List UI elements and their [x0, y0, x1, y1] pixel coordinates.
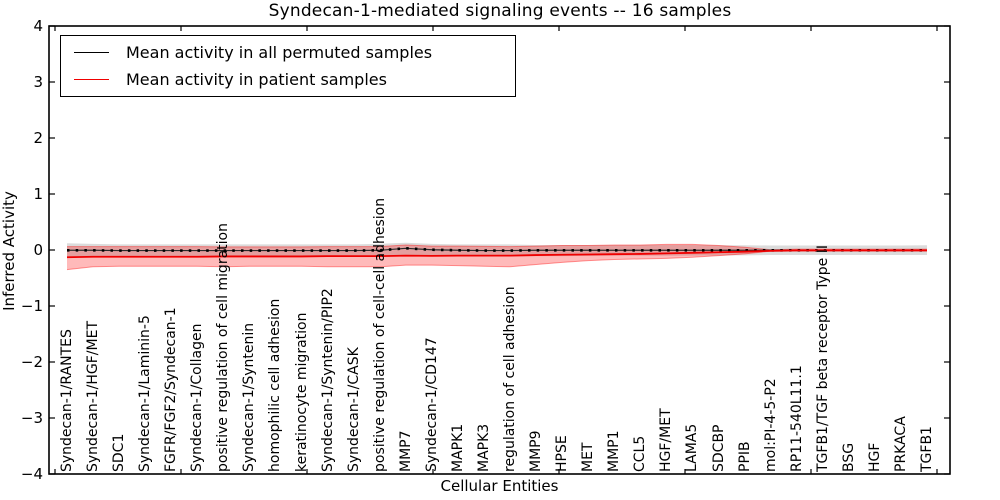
legend-label-permuted: Mean activity in all permuted samples	[126, 43, 433, 62]
legend-line-black-icon	[74, 52, 109, 53]
legend-row-patient: Mean activity in patient samples	[61, 66, 515, 93]
x-tick-label: Syndecan-1/Collagen	[189, 323, 206, 472]
y-tick-label: 3	[33, 73, 43, 91]
x-tick-label: PPIB	[736, 441, 753, 472]
x-tick-label: Syndecan-1/CASK	[345, 347, 362, 472]
x-tick-label: positive regulation of cell-cell adhesio…	[371, 197, 388, 472]
x-tick-label: regulation of cell adhesion	[502, 286, 519, 472]
x-tick-label: Syndecan-1/RANTES	[59, 329, 75, 472]
x-tick-label: MMP7	[397, 430, 414, 472]
x-axis-title: Cellular Entities	[440, 477, 559, 495]
x-tick-label: HGF	[866, 442, 883, 472]
x-tick-label: positive regulation of cell migration	[215, 223, 232, 472]
x-tick-label: mol:PI-4-5-P2	[762, 378, 779, 472]
y-tick-label: −3	[20, 409, 43, 427]
x-tick-label: SDCBP	[710, 424, 727, 473]
legend: Mean activity in all permuted samples Me…	[60, 35, 516, 97]
x-tick-label: PRKACA	[892, 416, 909, 472]
x-tick-label: MMP9	[528, 430, 545, 472]
legend-line-red-icon	[74, 79, 109, 80]
chart-title: Syndecan-1-mediated signaling events -- …	[268, 1, 732, 21]
y-axis-title: Inferred Activity	[0, 191, 18, 311]
x-tick-label: LAMA5	[684, 423, 701, 472]
x-tick-label: TGFB1/TGF beta receptor Type II	[814, 245, 831, 472]
x-tick-label: RP11-540L11.1	[788, 365, 805, 472]
y-tick-label: 2	[33, 129, 43, 147]
y-tick-label: −2	[20, 353, 43, 371]
y-tick-label: 1	[33, 185, 43, 203]
x-tick-label: HPSE	[554, 435, 571, 472]
x-tick-label: CCL5	[632, 435, 649, 472]
x-tick-label: MAPK1	[449, 423, 466, 472]
x-tick-label: FGFR/FGF2/Syndecan-1	[163, 307, 180, 472]
x-tick-label: Syndecan-1/Laminin-5	[137, 315, 154, 472]
x-tick-label: HGF/MET	[658, 408, 675, 472]
y-tick-label: −4	[20, 465, 43, 483]
x-tick-label: MAPK3	[475, 423, 492, 472]
x-tick-label: TGFB1	[919, 426, 935, 472]
x-tick-label: SDC1	[111, 433, 128, 472]
x-tick-label: MMP1	[606, 430, 623, 472]
x-tick-label: Syndecan-1/Syntenin	[241, 322, 258, 472]
y-tick-label: 0	[33, 241, 43, 259]
x-tick-label: Syndecan-1/Syntenin/PIP2	[319, 288, 336, 472]
x-tick-label: homophilic cell adhesion	[267, 298, 284, 472]
x-tick-label: BSG	[840, 442, 857, 472]
y-tick-label: −1	[20, 297, 43, 315]
x-tick-label: keratinocyte migration	[293, 312, 310, 472]
y-tick-label: 4	[33, 17, 43, 35]
x-tick-label: Syndecan-1/HGF/MET	[85, 321, 102, 472]
legend-row-permuted: Mean activity in all permuted samples	[61, 39, 515, 66]
x-tick-label: MET	[580, 442, 597, 472]
legend-label-patient: Mean activity in patient samples	[126, 70, 387, 89]
x-tick-label: Syndecan-1/CD147	[423, 337, 440, 472]
